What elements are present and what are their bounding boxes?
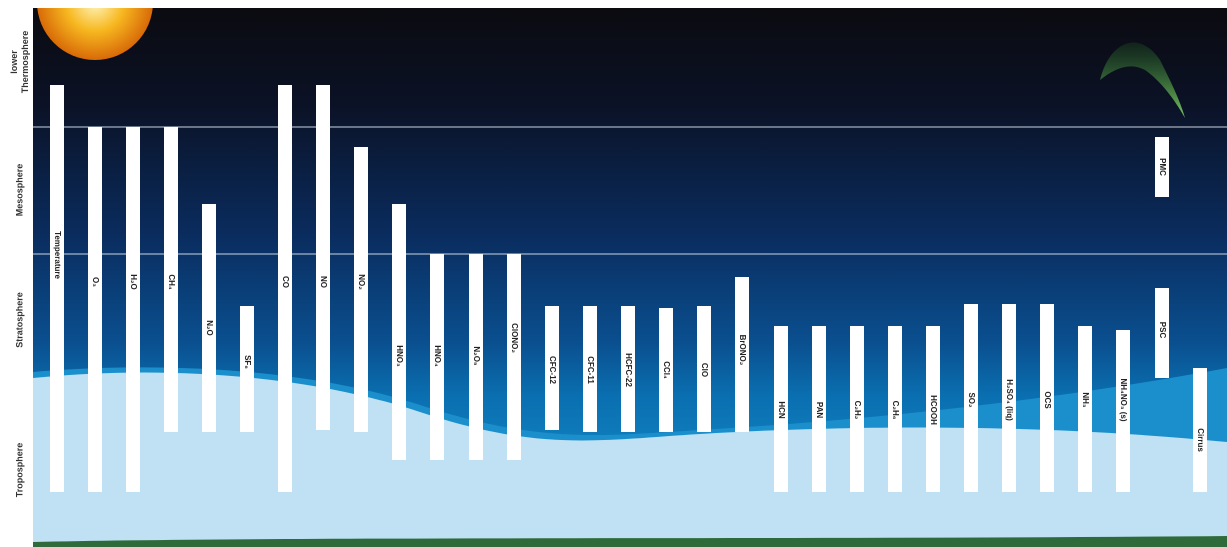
species-label: CFC-11 xyxy=(586,356,595,384)
species-bar xyxy=(1116,330,1130,492)
species-bar xyxy=(1193,368,1207,492)
species-label: HNO₃ xyxy=(395,345,404,367)
species-bar xyxy=(164,127,178,432)
species-bar xyxy=(888,326,902,492)
species-label: HNO₄ xyxy=(433,345,442,367)
species-bar xyxy=(354,147,368,432)
species-label: CO xyxy=(281,276,290,288)
species-label: HCOOH xyxy=(929,395,938,425)
species-bar xyxy=(202,204,216,432)
species-bar xyxy=(88,127,102,492)
species-label: CH₄ xyxy=(167,274,176,290)
species-bar xyxy=(964,304,978,492)
species-bar xyxy=(812,326,826,492)
species-bar xyxy=(50,85,64,492)
species-bar xyxy=(1002,304,1016,492)
species-label: H₂O xyxy=(129,274,138,290)
species-bar xyxy=(507,254,521,460)
species-bar xyxy=(240,306,254,432)
species-label: SF₆ xyxy=(243,355,252,369)
species-label: O₃ xyxy=(91,277,100,287)
species-bar xyxy=(469,254,483,460)
species-label: Cirrus xyxy=(1196,428,1205,452)
layer-label: Thermosphere xyxy=(20,31,30,94)
species-bar xyxy=(430,254,444,460)
species-label: N₂O₅ xyxy=(472,346,481,366)
layer-label: Troposphere xyxy=(14,443,24,498)
species-bar xyxy=(316,85,330,430)
species-bar xyxy=(278,85,292,492)
species-bar xyxy=(1155,288,1169,378)
species-label: PMC xyxy=(1158,158,1167,176)
species-bar xyxy=(1040,304,1054,492)
species-bar xyxy=(1155,137,1169,197)
species-label: N₂O xyxy=(205,320,214,336)
species-bar xyxy=(735,277,749,432)
species-label: HCFC-22 xyxy=(624,353,633,387)
species-bar xyxy=(697,306,711,432)
species-label: ClO xyxy=(700,363,709,377)
species-bar xyxy=(392,204,406,460)
species-bar xyxy=(1078,326,1092,492)
species-label: NH₄NO₃ (s) xyxy=(1119,378,1128,421)
species-bar xyxy=(126,127,140,492)
species-bar xyxy=(621,306,635,432)
layer-label: lower xyxy=(9,50,19,74)
species-label: PAN xyxy=(815,402,824,419)
species-label: NH₃ xyxy=(1081,392,1090,408)
species-label: Temperature xyxy=(53,231,62,279)
species-label: BrONO₂ xyxy=(738,335,747,366)
species-bar xyxy=(583,306,597,432)
species-label: SO₂ xyxy=(967,392,976,408)
species-bar xyxy=(545,306,559,430)
species-label: H₂SO₄ (liq) xyxy=(1005,379,1014,421)
species-label: OCS xyxy=(1043,391,1052,409)
layer-label: Mesosphere xyxy=(14,164,24,217)
species-label: CFC-12 xyxy=(548,356,557,385)
species-bar xyxy=(850,326,864,492)
species-label: HCN xyxy=(777,401,786,419)
layer-label: Stratosphere xyxy=(14,292,24,348)
species-label: C₂H₂ xyxy=(853,401,862,420)
background xyxy=(33,8,1227,547)
species-bar xyxy=(774,326,788,492)
species-label: PSC xyxy=(1158,322,1167,339)
species-label: ClONO₂ xyxy=(510,323,519,353)
species-label: NO xyxy=(319,276,328,288)
species-bar xyxy=(926,326,940,492)
species-label: C₂H₆ xyxy=(891,401,900,420)
species-label: NO₂ xyxy=(357,274,366,290)
species-bar xyxy=(659,308,673,432)
species-label: CCl₄ xyxy=(662,361,671,379)
